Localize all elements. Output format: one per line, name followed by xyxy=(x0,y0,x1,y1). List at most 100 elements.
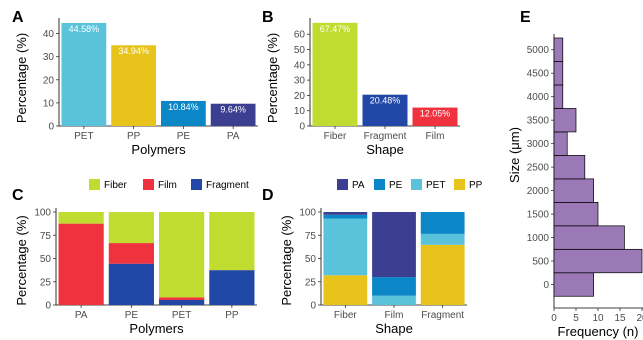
panel-b-data-label: 20.48% xyxy=(370,96,401,106)
panel-d-legend-swatch xyxy=(374,179,385,190)
panel-e-bin-bar xyxy=(553,61,564,86)
panel-d-bar-segment xyxy=(420,212,465,234)
panel-d-bar-segment xyxy=(372,295,416,305)
panel-e-y-tick-label: 4500 xyxy=(527,69,550,80)
panel-a-y-tick-label: 30 xyxy=(43,52,55,63)
panel-c-x-axis-title: Polymers xyxy=(129,321,184,336)
panel-c-x-tick-label: PE xyxy=(125,310,139,321)
panel-b-x-tick-label: Film xyxy=(426,131,445,142)
panel-e-y-tick-label: 2000 xyxy=(527,186,550,197)
panel-e-bin-bar xyxy=(553,131,568,156)
panel-d-legend-label: PA xyxy=(352,180,365,191)
panel-e-y-tick-label: 3000 xyxy=(527,139,550,150)
panel-c-bar-segment xyxy=(159,297,205,300)
panel-a-bar xyxy=(111,45,157,126)
panel-e-x-tick-label: 10 xyxy=(592,313,604,324)
panel-e-y-tick-label: 3500 xyxy=(527,116,550,127)
panel-c-bar-segment xyxy=(159,299,205,305)
panel-c-legend-swatch xyxy=(89,179,100,190)
panel-a-data-label: 10.84% xyxy=(168,102,199,112)
panel-d-y-tick-label: 100 xyxy=(299,208,316,219)
panel-d-bar-segment xyxy=(420,244,465,305)
panel-c-bar-segment xyxy=(108,243,154,264)
panel-b-y-tick-label: 40 xyxy=(294,60,306,71)
panel-a-x-tick-label: PP xyxy=(127,131,141,142)
panel-a-x-tick-label: PE xyxy=(177,131,191,142)
panel-d-bar-segment xyxy=(372,212,416,278)
panel-a-bar xyxy=(61,22,107,127)
panel-c-bar-segment xyxy=(209,212,255,271)
panel-d-x-tick-label: Fragment xyxy=(421,310,464,321)
panel-c-y-tick-label: 50 xyxy=(40,254,52,265)
panel-a-letter: A xyxy=(12,9,24,26)
panel-b-x-tick-label: Fragment xyxy=(364,131,407,142)
panel-e-bin-bar xyxy=(553,178,594,203)
panel-e-bin-bar xyxy=(553,225,625,250)
panel-e-y-tick-label: 500 xyxy=(532,257,549,268)
panel-c-bar-segment xyxy=(58,212,104,224)
panel-d-bar-segment xyxy=(323,218,368,276)
panel-b-bar xyxy=(362,94,408,126)
panel-b-y-axis-title: Percentage (%) xyxy=(265,33,280,123)
panel-e-x-tick-label: 15 xyxy=(614,313,626,324)
panel-e-y-tick-label: 2500 xyxy=(527,163,550,174)
panel-c-x-tick-label: PA xyxy=(75,310,88,321)
panel-b-letter: B xyxy=(262,9,274,26)
panel-c-bar-segment xyxy=(159,212,205,298)
panel-a-x-axis-title: Polymers xyxy=(131,142,186,157)
panel-e-y-tick-label: 0 xyxy=(543,280,549,291)
panel-e-bin-bar xyxy=(553,201,599,227)
panel-a-y-tick-label: 0 xyxy=(48,122,54,133)
panel-e-bin-bar xyxy=(553,37,564,62)
panel-b-x-tick-label: Fiber xyxy=(324,131,347,142)
panel-c-y-axis-title: Percentage (%) xyxy=(14,215,29,305)
panel-e-bin-bar xyxy=(553,155,586,180)
panel-d-legend-swatch xyxy=(411,179,422,190)
panel-c-y-tick-label: 0 xyxy=(45,301,51,312)
panel-e-bin-bar xyxy=(553,84,564,109)
panel-c-x-tick-label: PET xyxy=(172,310,191,321)
panel-a-y-tick-label: 40 xyxy=(43,29,55,40)
panel-b-data-label: 67.47% xyxy=(320,24,351,34)
panel-a-x-tick-label: PET xyxy=(74,131,93,142)
panel-b-y-tick-label: 10 xyxy=(294,106,306,117)
panel-d-x-axis-title: Shape xyxy=(375,321,413,336)
panel-b-y-tick-label: 30 xyxy=(294,76,306,87)
panel-d-legend-label: PET xyxy=(426,180,445,191)
panel-c-y-tick-label: 100 xyxy=(34,208,51,219)
panel-a-y-tick-label: 20 xyxy=(43,75,55,86)
panel-d-legend-label: PE xyxy=(389,180,403,191)
panel-d-legend-swatch xyxy=(337,179,348,190)
panel-d-bar-segment xyxy=(372,277,416,296)
panel-c-legend-swatch xyxy=(191,179,202,190)
panel-d-legend-label: PP xyxy=(469,180,483,191)
panel-d-bar-segment xyxy=(323,214,368,219)
panel-e-bin-bar xyxy=(553,248,643,274)
panel-d-y-tick-label: 0 xyxy=(310,301,316,312)
panel-a-data-label: 34.94% xyxy=(118,46,149,56)
panel-e-y-tick-label: 1000 xyxy=(527,233,550,244)
panel-a-x-tick-label: PA xyxy=(227,131,240,142)
panel-c-legend-label: Film xyxy=(158,180,177,191)
panel-e-y-tick-label: 5000 xyxy=(527,45,550,56)
panel-c-bar-segment xyxy=(108,263,154,305)
panel-e-x-axis-title: Frequency (n) xyxy=(558,324,639,339)
panel-e-y-tick-label: 1500 xyxy=(527,210,550,221)
panel-c-y-tick-label: 75 xyxy=(40,231,52,242)
panel-c-bar-segment xyxy=(209,270,255,305)
panel-c-bar-segment xyxy=(108,212,154,244)
panel-b-y-tick-label: 60 xyxy=(294,30,306,41)
panel-c-x-tick-label: PP xyxy=(225,310,239,321)
panel-c-bar-segment xyxy=(58,223,104,305)
panel-b-y-tick-label: 20 xyxy=(294,91,306,102)
panel-b-bar xyxy=(412,107,458,126)
panel-d-y-axis-title: Percentage (%) xyxy=(279,215,294,305)
panel-c-y-tick-label: 25 xyxy=(40,277,52,288)
panel-e-y-tick-label: 4000 xyxy=(527,92,550,103)
panel-d-bar-segment xyxy=(323,275,368,305)
panel-e-y-axis-title: Size (μm) xyxy=(507,127,522,183)
panel-e-bin-bar xyxy=(553,108,577,133)
panel-e-x-tick-label: 5 xyxy=(573,313,579,324)
panel-e-x-tick-label: 20 xyxy=(636,313,643,324)
